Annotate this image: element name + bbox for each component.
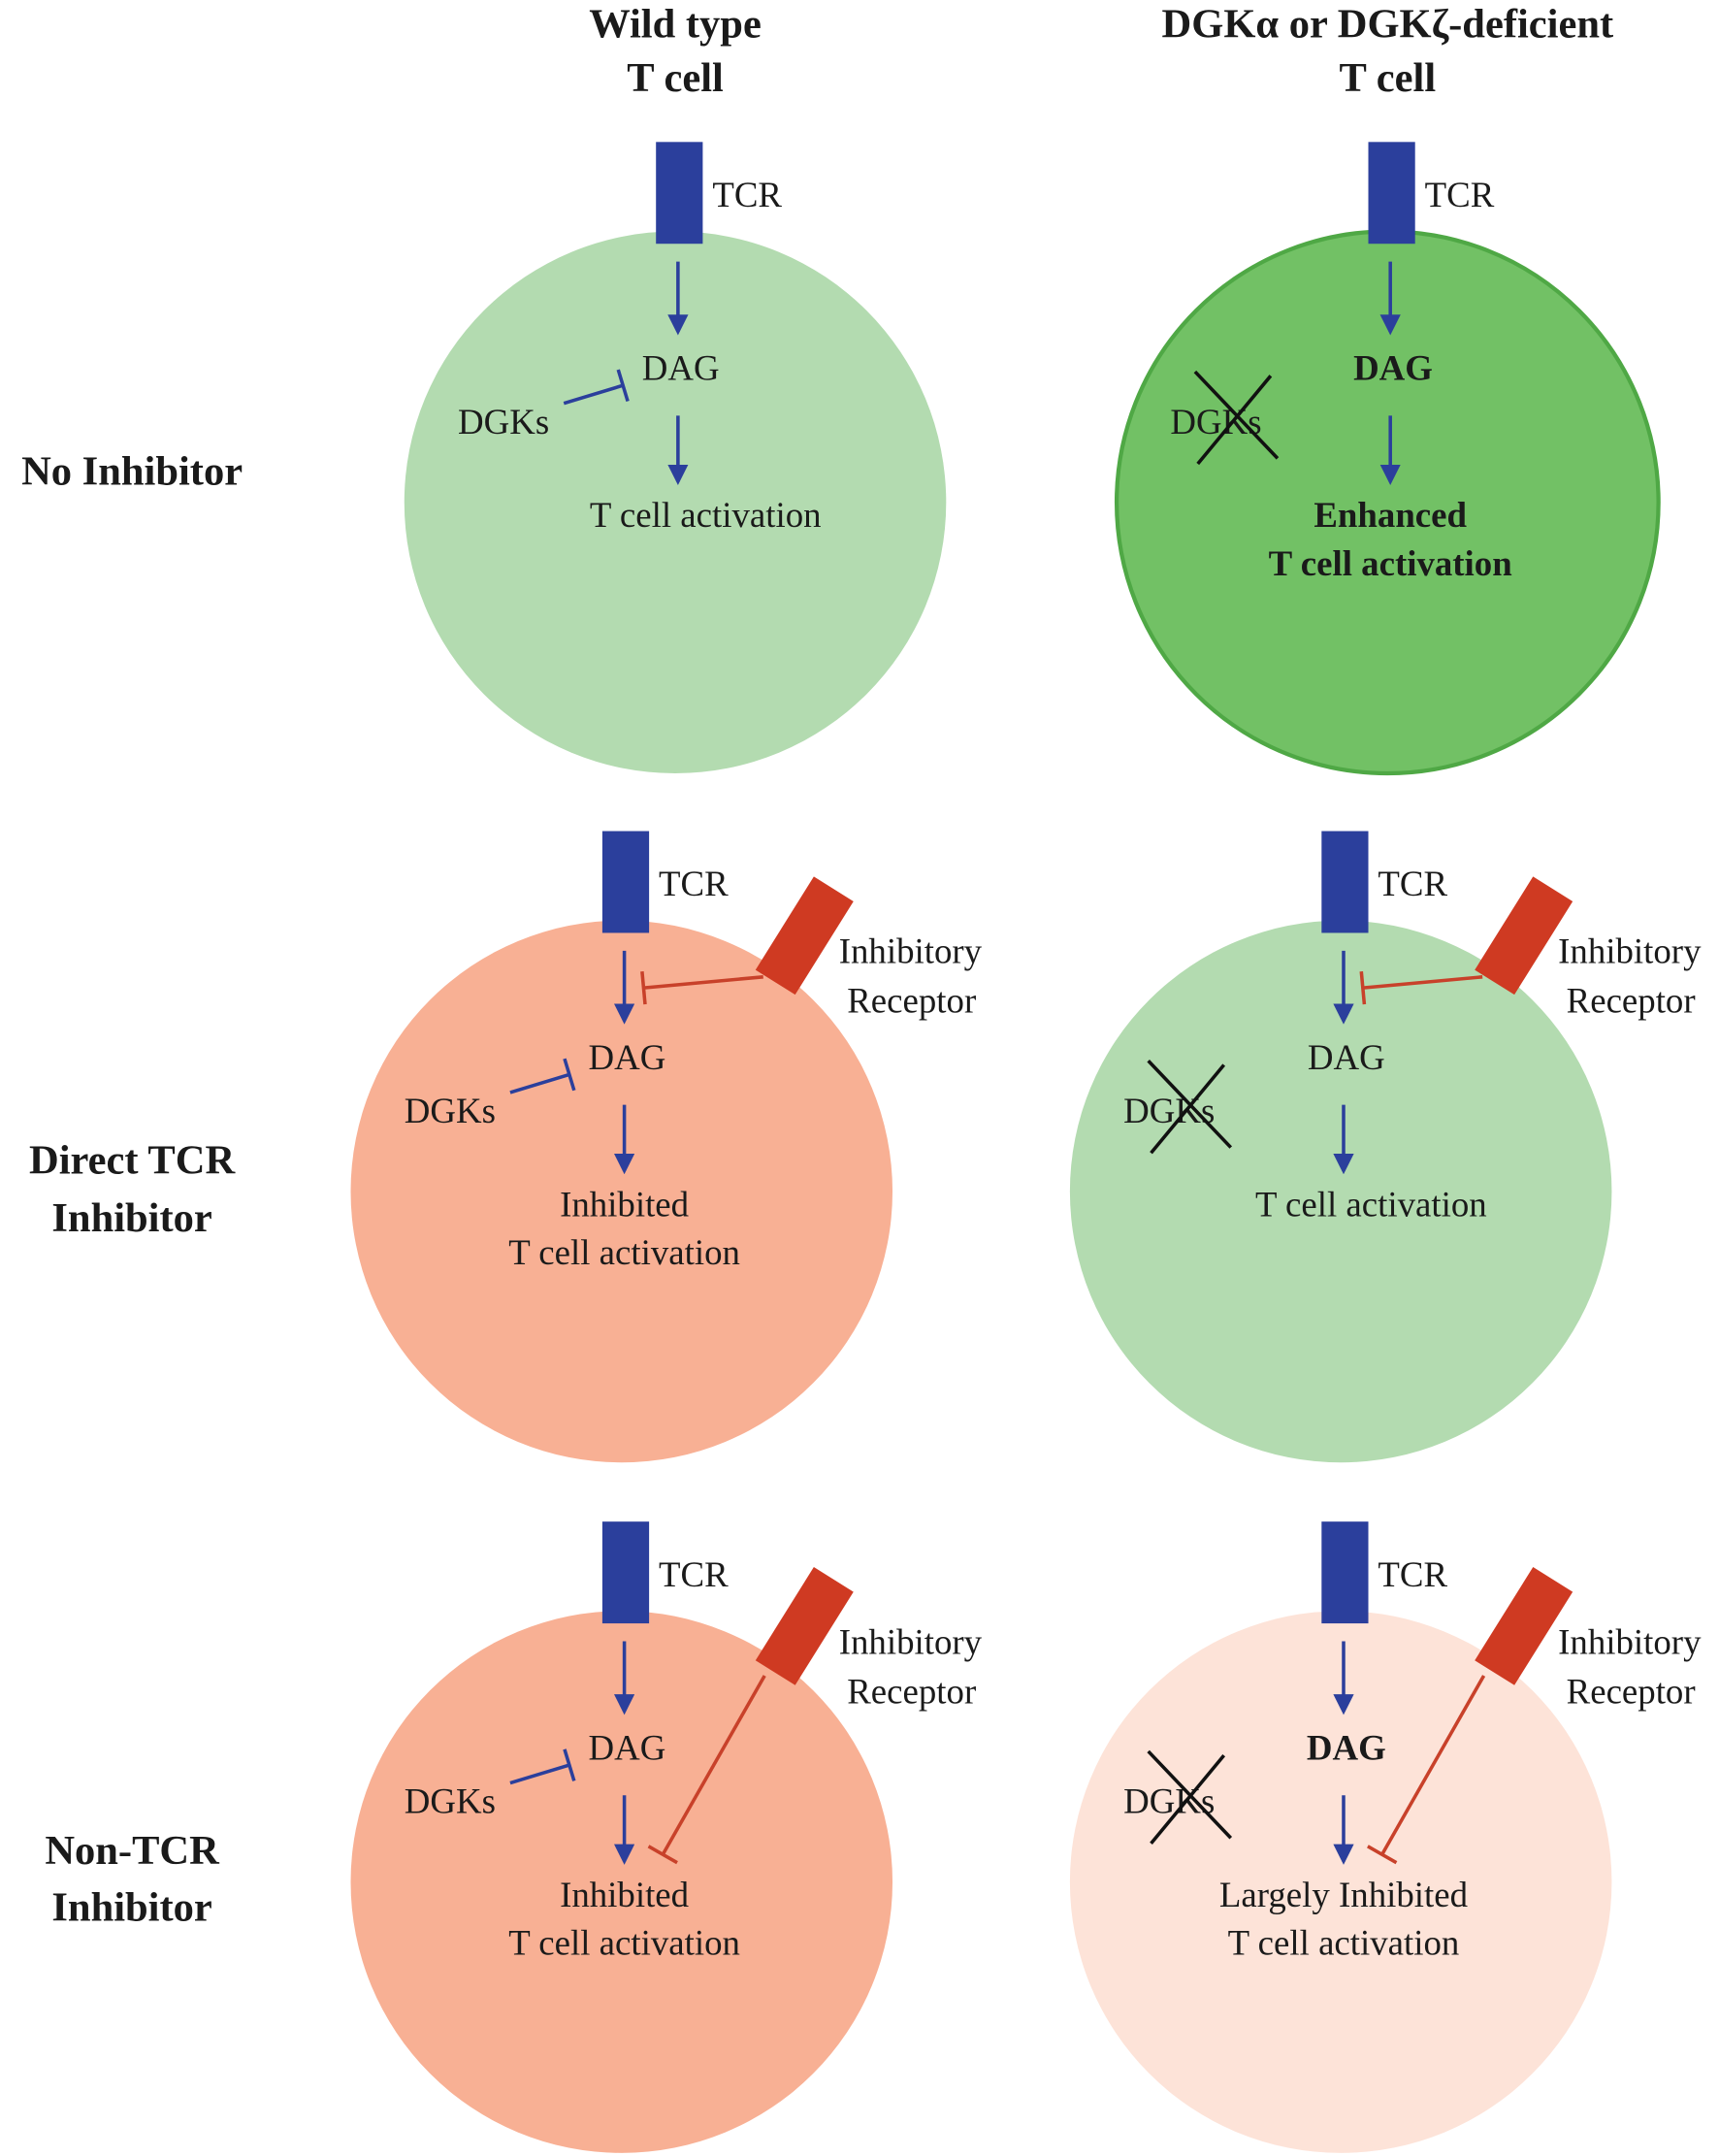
tcr-label: TCR bbox=[712, 175, 782, 214]
inhibitory-receptor-icon bbox=[755, 876, 854, 996]
inhibitory-receptor-label-line2: Receptor bbox=[1567, 1671, 1696, 1711]
deletion-cross-icon bbox=[1196, 375, 1273, 466]
receptor-inhibition-line bbox=[1380, 1675, 1486, 1856]
outcome-label: Enhanced bbox=[1314, 495, 1467, 535]
column-header-deficient-line2: T cell bbox=[1340, 55, 1437, 101]
panel-ko-non-tcr: TCR DAG DGKs Largely Inhibited T cell activa… bbox=[1069, 1521, 1702, 2153]
deletion-cross-icon bbox=[1150, 1754, 1226, 1846]
dgks-label: DGKs bbox=[1123, 1781, 1215, 1821]
inhibitory-receptor-label: Inhibitory bbox=[1558, 931, 1702, 971]
dgks-label: DGKs bbox=[1123, 1091, 1215, 1130]
panel-wt-direct-tcr: TCR DAG DGKs Inhibited T cell activation Inhi… bbox=[350, 831, 983, 1463]
tcr-receptor-icon bbox=[1321, 831, 1369, 933]
tcr-receptor-icon bbox=[1321, 1521, 1369, 1624]
column-header-wild-type-line2: T cell bbox=[627, 55, 724, 101]
t-cell-circle bbox=[1069, 1611, 1612, 2153]
outcome-label: Inhibited bbox=[560, 1184, 689, 1224]
dgk-inhibition-line-bar bbox=[563, 1748, 576, 1781]
dgk-inhibition-line bbox=[563, 383, 624, 406]
receptor-inhibition-line-bar bbox=[1359, 971, 1367, 1005]
outcome-label: Inhibited bbox=[560, 1875, 689, 1914]
outcome-label: T cell activation bbox=[590, 495, 822, 535]
tcr-receptor-icon bbox=[601, 831, 650, 933]
row-label-no-inhibitor: No Inhibitor bbox=[21, 448, 243, 494]
t-cell-circle bbox=[350, 920, 893, 1463]
inhibitory-receptor-label: Inhibitory bbox=[1558, 1621, 1702, 1661]
dgk-inhibition-line-bar bbox=[563, 1058, 576, 1092]
panel-ko-direct-tcr: TCR DAG DGKs T cell activation Inhibitory Rec… bbox=[1069, 831, 1702, 1463]
dag-label: DAG bbox=[589, 1727, 666, 1767]
receptor-inhibition-line-bar bbox=[1367, 1845, 1398, 1865]
t-cell-circle bbox=[1069, 920, 1612, 1463]
inhibitory-receptor-label: Inhibitory bbox=[839, 1621, 983, 1661]
row-label-direct-tcr: Direct TCR bbox=[29, 1138, 236, 1184]
tcr-receptor-icon bbox=[601, 1521, 650, 1624]
inhibitory-receptor-label-line2: Receptor bbox=[847, 981, 976, 1021]
row-label-non-tcr-line2: Inhibitor bbox=[51, 1884, 211, 1930]
inhibitory-receptor-label: Inhibitory bbox=[839, 931, 983, 971]
outcome-label: Largely Inhibited bbox=[1219, 1875, 1468, 1914]
tcr-label: TCR bbox=[659, 1554, 729, 1594]
panel-wt-no-inhibitor: TCR DAG DGKs T cell activation bbox=[404, 142, 947, 774]
dgk-inhibition-line bbox=[509, 1072, 570, 1094]
receptor-inhibition-line-bar bbox=[647, 1845, 678, 1865]
outcome-label: T cell activation bbox=[1255, 1184, 1487, 1224]
outcome-label-line2: T cell activation bbox=[1228, 1923, 1460, 1963]
column-header-wild-type: Wild type bbox=[589, 2, 762, 48]
outcome-label-line2: T cell activation bbox=[508, 1923, 740, 1963]
t-cell-circle bbox=[350, 1611, 893, 2153]
tcr-label: TCR bbox=[1378, 1554, 1447, 1594]
tcr-label: TCR bbox=[1378, 864, 1447, 903]
dgk-inhibition-line-bar bbox=[616, 369, 630, 403]
t-cell-circle bbox=[404, 231, 947, 774]
dgks-label: DGKs bbox=[405, 1781, 496, 1821]
dgks-label: DGKs bbox=[405, 1091, 496, 1130]
row-label-non-tcr: Non-TCR bbox=[45, 1828, 220, 1874]
receptor-inhibition-line-bar bbox=[640, 971, 647, 1005]
deletion-cross-icon bbox=[1150, 1063, 1226, 1155]
dag-label: DAG bbox=[1353, 348, 1433, 388]
inhibitory-receptor-icon bbox=[1475, 876, 1573, 996]
receptor-inhibition-line bbox=[661, 1675, 766, 1856]
tcr-receptor-icon bbox=[656, 142, 703, 245]
outcome-label-line2: T cell activation bbox=[508, 1232, 740, 1272]
panel-ko-no-inhibitor: TCR DAG DGKs Enhanced T cell activation bbox=[1114, 142, 1661, 776]
dag-label: DAG bbox=[1307, 1727, 1386, 1767]
column-header-deficient: DGKα or DGKζ-deficient bbox=[1162, 2, 1614, 48]
dgks-label: DGKs bbox=[458, 402, 549, 441]
panel-wt-non-tcr: TCR DAG DGKs Inhibited T cell activation Inhi… bbox=[350, 1521, 983, 2153]
dgks-label: DGKs bbox=[1170, 402, 1261, 441]
inhibitory-receptor-label-line2: Receptor bbox=[1567, 981, 1696, 1021]
receptor-inhibition-line bbox=[1362, 975, 1483, 990]
dgk-inhibition-line bbox=[509, 1763, 570, 1785]
tcr-receptor-icon bbox=[1368, 142, 1415, 245]
row-label-direct-tcr-line2: Inhibitor bbox=[51, 1195, 211, 1241]
tcr-label: TCR bbox=[1425, 175, 1495, 214]
dag-label: DAG bbox=[589, 1037, 666, 1077]
inhibitory-receptor-icon bbox=[1475, 1567, 1573, 1685]
receptor-inhibition-line bbox=[643, 975, 763, 990]
tcr-label: TCR bbox=[659, 864, 729, 903]
inhibitory-receptor-label-line2: Receptor bbox=[847, 1671, 976, 1711]
dag-label: DAG bbox=[1308, 1037, 1385, 1077]
inhibitory-receptor-icon bbox=[755, 1567, 854, 1685]
outcome-label-line2: T cell activation bbox=[1269, 543, 1512, 583]
dag-label: DAG bbox=[642, 348, 720, 388]
